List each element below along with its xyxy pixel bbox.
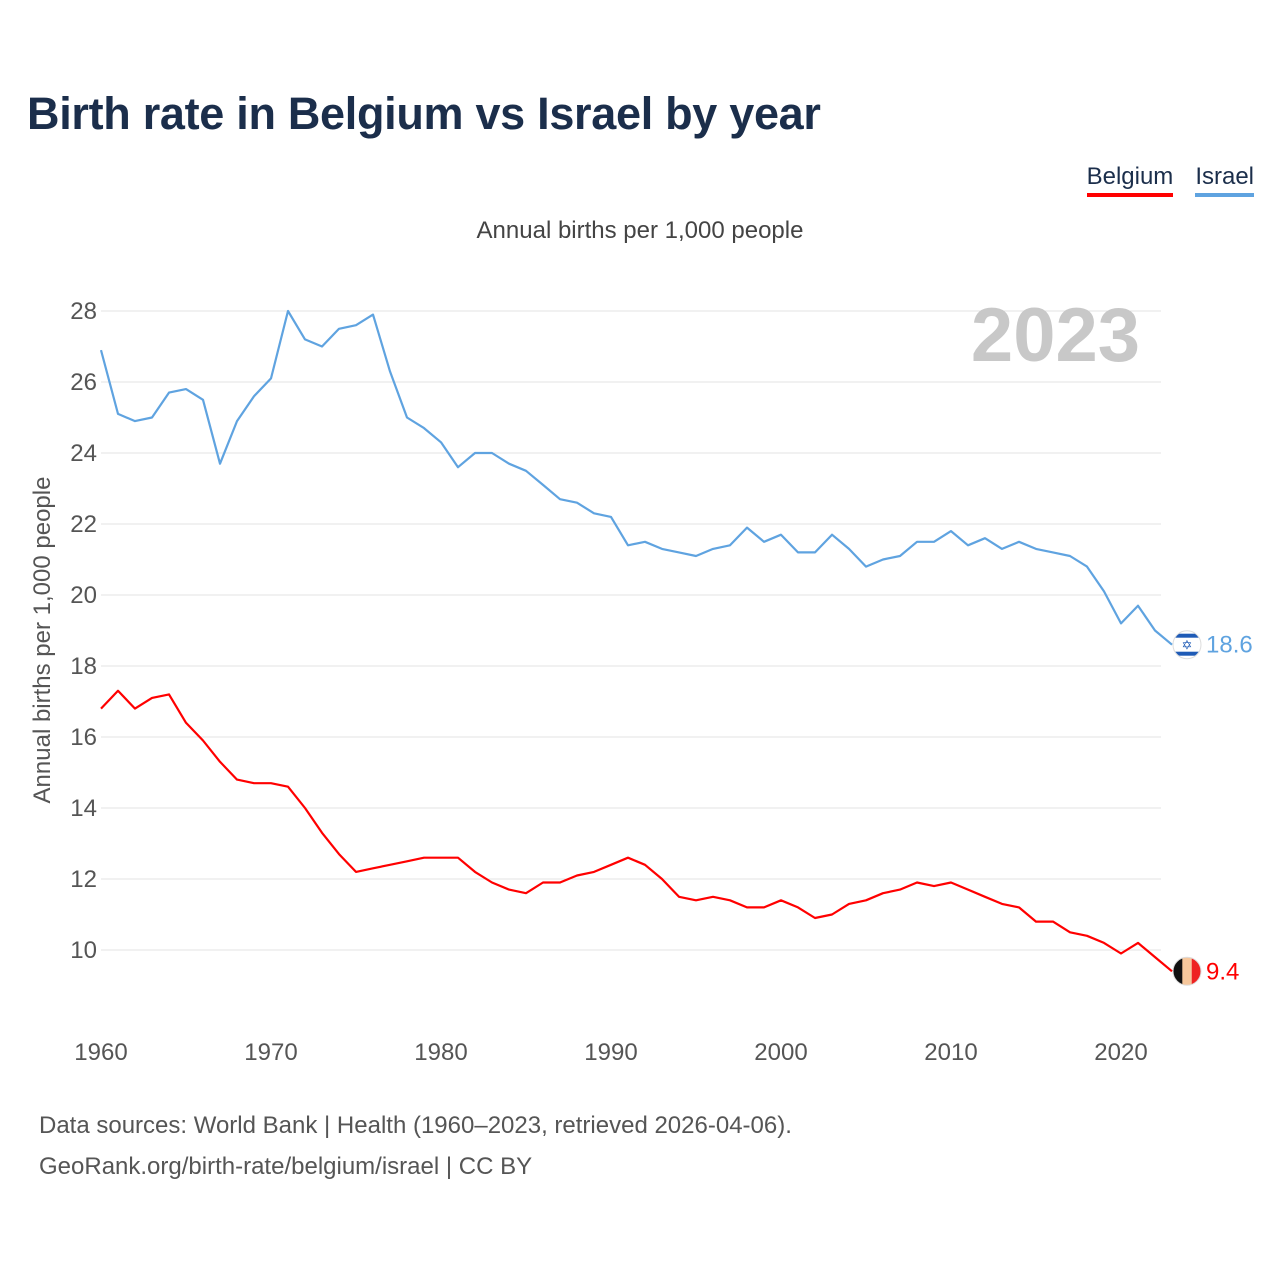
y-tick-label: 16 bbox=[70, 724, 97, 751]
footer: Data sources: World Bank | Health (1960–… bbox=[39, 1105, 792, 1187]
legend: Belgium Israel bbox=[1086, 163, 1254, 197]
belgium-end-value: 9.4 bbox=[1206, 958, 1239, 985]
y-tick-label: 10 bbox=[70, 937, 97, 964]
legend-item-belgium[interactable]: Belgium bbox=[1086, 163, 1174, 197]
x-tick-label: 1960 bbox=[74, 1039, 127, 1066]
y-tick-label: 22 bbox=[70, 511, 97, 538]
x-tick-label: 1970 bbox=[244, 1039, 297, 1066]
series-line-israel[interactable] bbox=[99, 309, 1173, 646]
credit-link[interactable]: GeoRank.org/birth-rate/belgium/israel | … bbox=[39, 1153, 533, 1180]
israel-flag-icon: ✡ bbox=[1172, 630, 1202, 660]
svg-text:✡: ✡ bbox=[1182, 639, 1193, 654]
y-tick-label: 12 bbox=[70, 866, 97, 893]
x-tick-label: 1990 bbox=[584, 1039, 637, 1066]
year-watermark: 2023 bbox=[971, 293, 1140, 378]
x-tick-label: 2000 bbox=[754, 1039, 807, 1066]
y-axis-label: Annual births per 1,000 people bbox=[29, 477, 56, 804]
chart-subtitle: Annual births per 1,000 people bbox=[476, 217, 804, 244]
y-tick-label: 20 bbox=[70, 582, 97, 609]
y-tick-label: 26 bbox=[70, 369, 97, 396]
israel-end-value: 18.6 bbox=[1206, 632, 1253, 659]
y-tick-label: 18 bbox=[70, 653, 97, 680]
y-tick-label: 14 bbox=[70, 795, 97, 822]
y-tick-label: 24 bbox=[70, 440, 97, 467]
series-line-belgium[interactable] bbox=[100, 689, 1173, 973]
belgium-flag-icon bbox=[1172, 956, 1202, 986]
x-tick-label: 2010 bbox=[924, 1039, 977, 1066]
y-tick-label: 28 bbox=[70, 298, 97, 325]
line-chart: 2023 10 12 14 16 18 20 22 24 26 28 1960 1970 1980 19… bbox=[29, 293, 1253, 1066]
x-tick-label: 2020 bbox=[1094, 1039, 1147, 1066]
data-sources: Data sources: World Bank | Health (1960–… bbox=[39, 1112, 792, 1139]
chart-title: Birth rate in Belgium vs Israel by year bbox=[27, 88, 821, 139]
legend-item-israel[interactable]: Israel bbox=[1195, 163, 1254, 197]
x-tick-label: 1980 bbox=[414, 1039, 467, 1066]
